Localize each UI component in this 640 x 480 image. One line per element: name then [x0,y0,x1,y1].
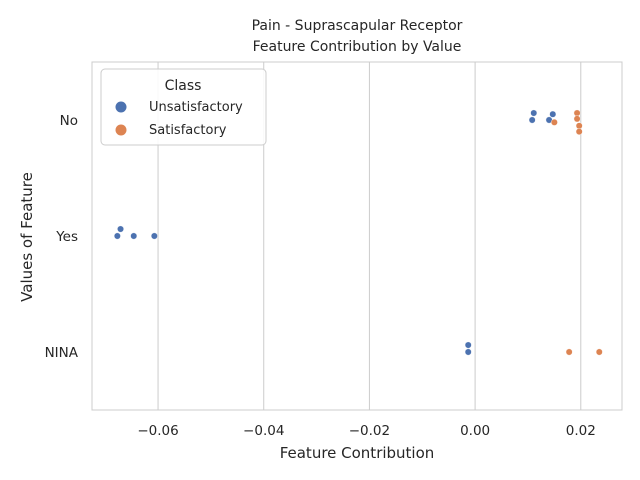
x-axis-label: Feature Contribution [280,444,435,462]
y-tick-label: No [60,113,78,129]
data-point-unsatisfactory [113,232,121,240]
x-tick-label: 0.02 [566,423,596,439]
data-point-unsatisfactory [528,116,536,124]
y-tick-label: Yes [55,229,78,245]
data-point-satisfactory [575,128,583,136]
x-tick-label: 0.00 [460,423,490,439]
legend: Class Unsatisfactory Satisfactory [100,68,267,146]
x-tick-label: −0.06 [137,423,178,439]
data-point-satisfactory [550,118,558,126]
data-point-satisfactory [573,109,581,117]
chart-title-line-2: Feature Contribution by Value [253,39,462,55]
data-point-unsatisfactory [464,348,472,356]
data-point-satisfactory [573,115,581,123]
legend-label-satisfactory: Satisfactory [149,123,227,138]
data-point-satisfactory [575,122,583,130]
data-point-unsatisfactory [464,341,472,349]
legend-box [100,68,267,146]
data-point-unsatisfactory [530,109,538,117]
x-tick-label: −0.02 [349,423,390,439]
plot-frame [91,61,623,411]
data-point-unsatisfactory [150,232,158,240]
data-point-satisfactory [565,348,573,356]
data-point-satisfactory [595,348,603,356]
data-point-unsatisfactory [549,110,557,118]
legend-title: Class [165,78,202,94]
legend-marker-unsatisfactory [115,101,127,113]
x-tick-label: −0.04 [243,423,284,439]
data-point-unsatisfactory [130,232,138,240]
y-tick-labels: No Yes NINA [45,113,79,361]
x-tick-labels: −0.06 −0.04 −0.02 0.00 0.02 [137,423,595,439]
legend-marker-satisfactory [115,124,127,136]
y-tick-label: NINA [45,345,79,361]
data-points [113,109,603,356]
data-point-unsatisfactory [117,225,124,233]
chart-title-line-1: Pain - Suprascapular Receptor [252,18,463,34]
y-axis-label: Values of Feature [18,172,36,302]
legend-label-unsatisfactory: Unsatisfactory [149,100,243,115]
